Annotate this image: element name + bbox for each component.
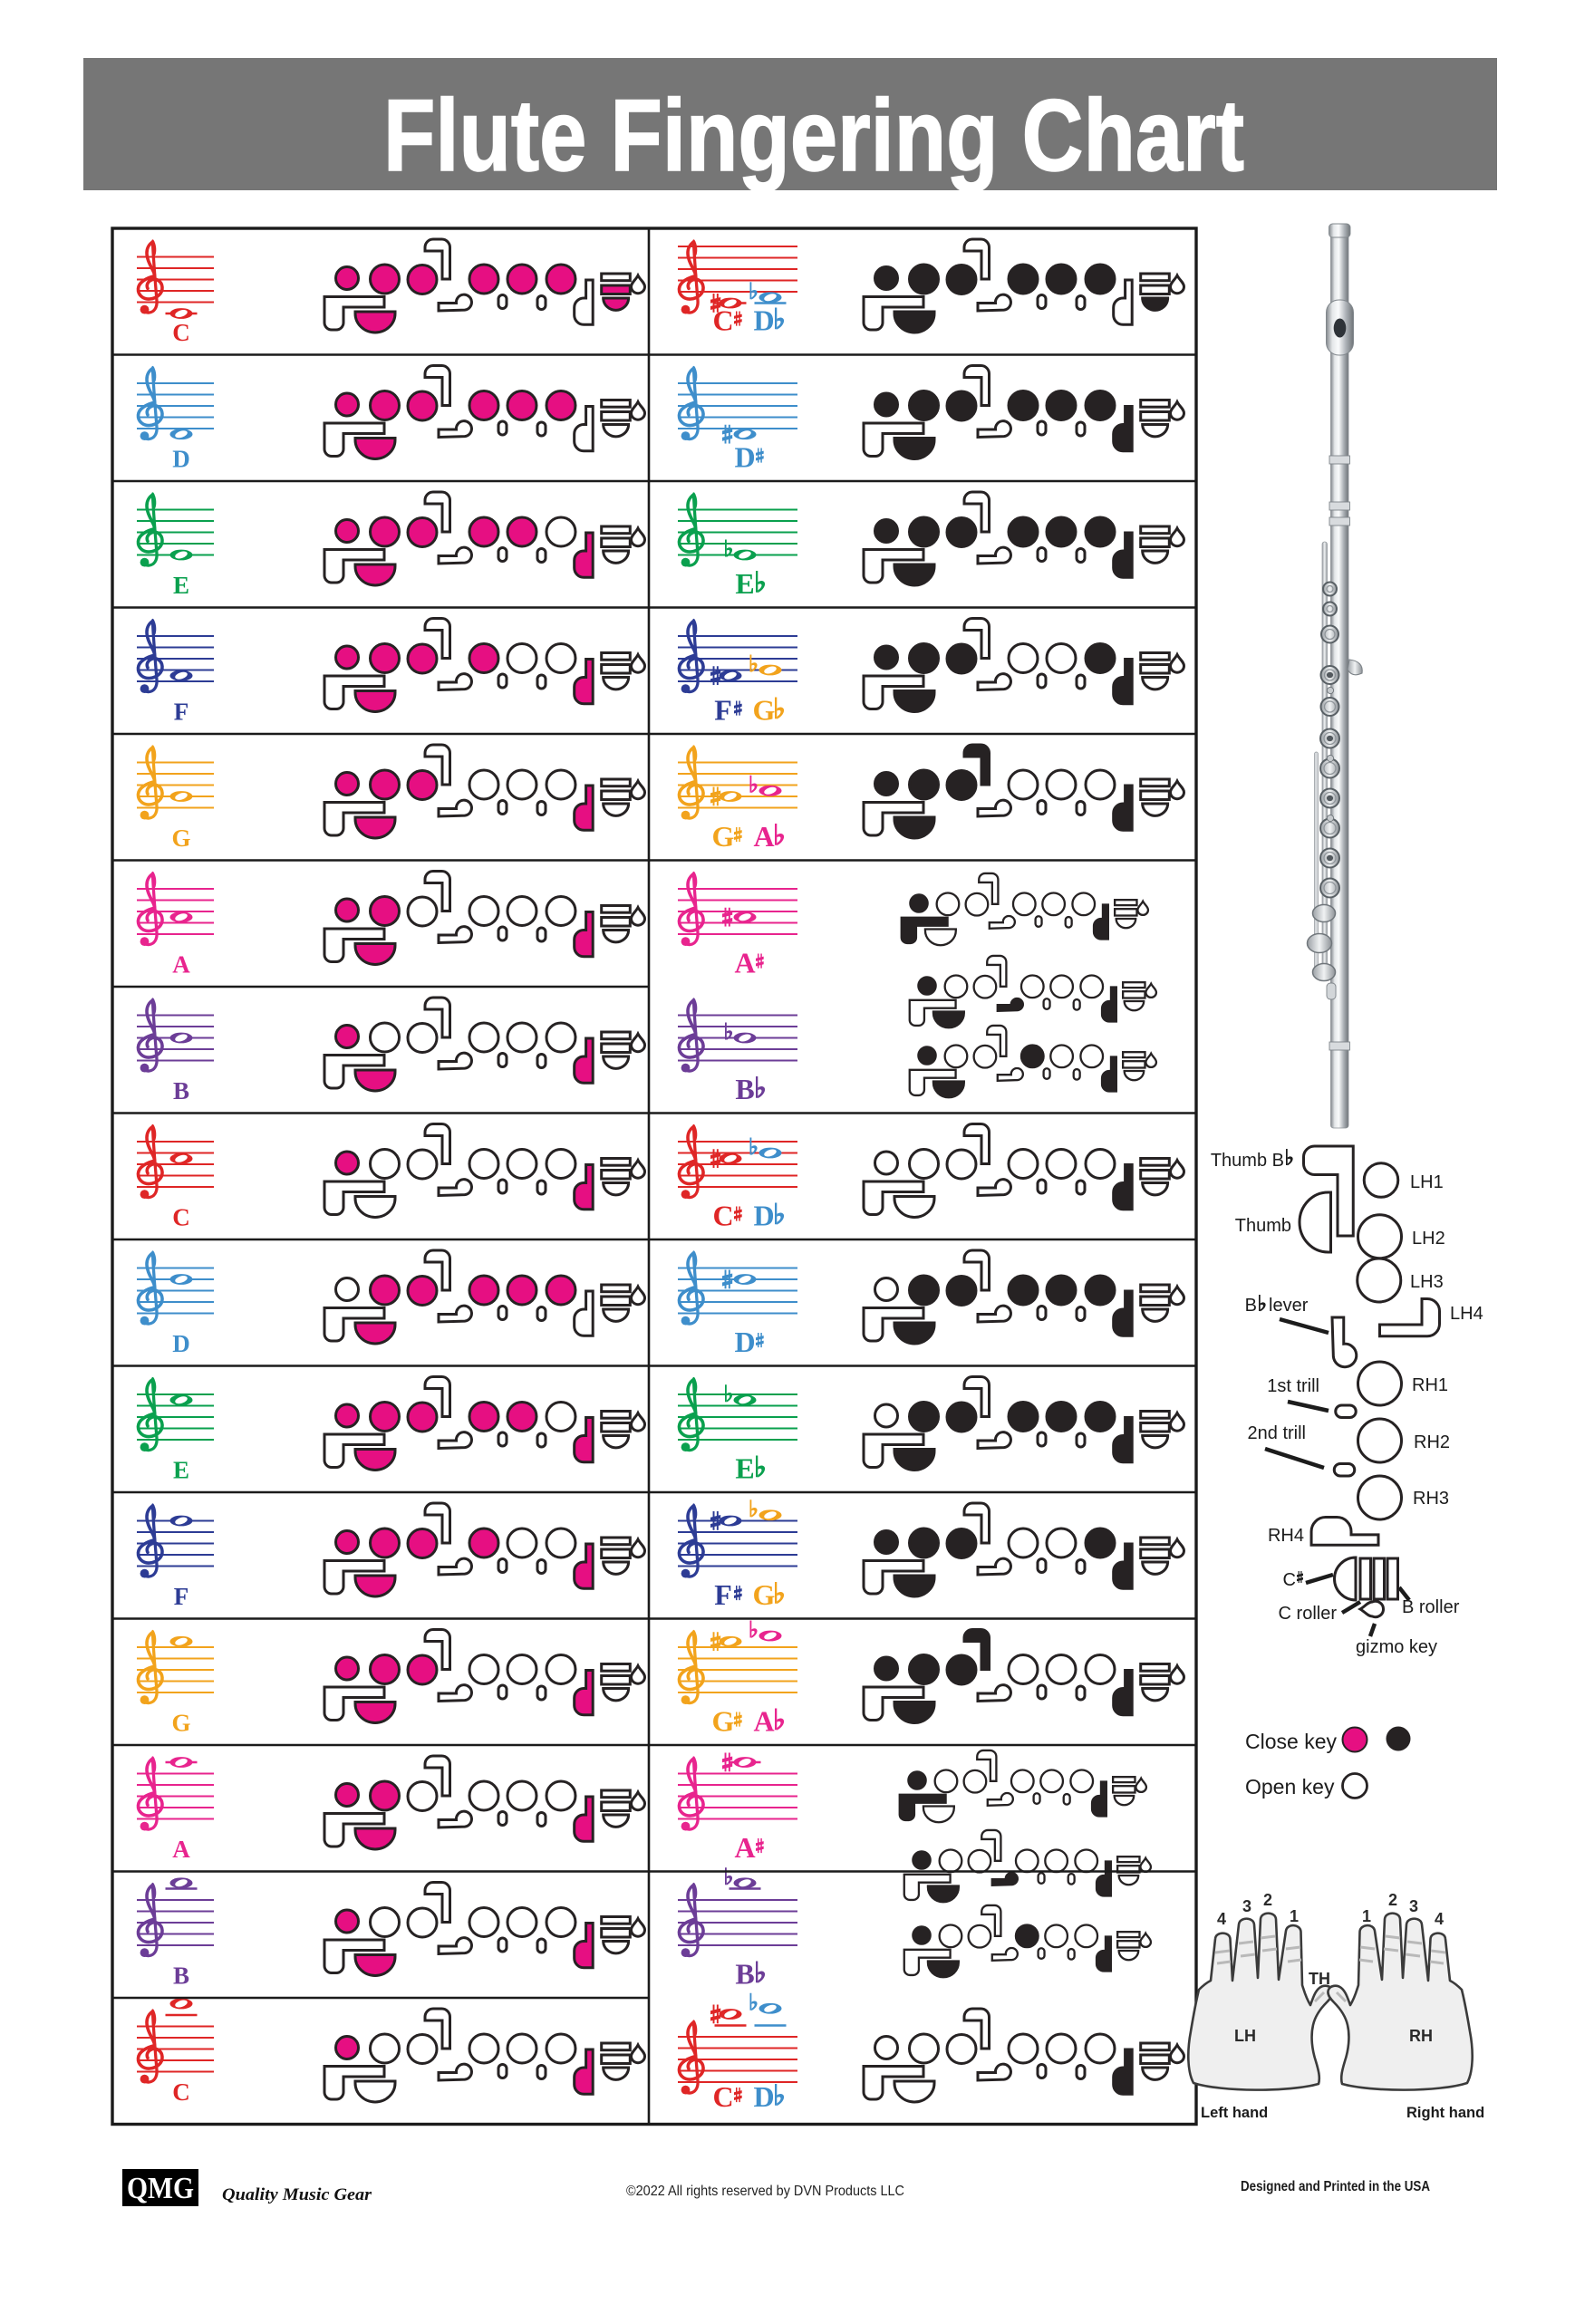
svg-text:©2022 All rights reserved by D: ©2022 All rights reserved by DVN Product… xyxy=(626,2184,904,2199)
svg-text:D: D xyxy=(753,1200,774,1232)
svg-text:Left hand: Left hand xyxy=(1201,2105,1268,2121)
svg-text:C roller: C roller xyxy=(1279,1604,1338,1624)
svg-text:lever: lever xyxy=(1269,1296,1309,1316)
svg-text:C: C xyxy=(172,1204,190,1231)
svg-text:G: G xyxy=(712,820,735,853)
svg-text:RH: RH xyxy=(1409,2027,1433,2045)
svg-text:3: 3 xyxy=(1409,1897,1418,1915)
svg-text:G: G xyxy=(712,1705,735,1738)
svg-text:LH: LH xyxy=(1234,2027,1256,2045)
svg-text:3: 3 xyxy=(1242,1897,1251,1915)
svg-text:LH4: LH4 xyxy=(1450,1304,1483,1324)
svg-text:RH3: RH3 xyxy=(1413,1489,1449,1509)
svg-text:C: C xyxy=(172,2078,190,2106)
svg-text:Open key: Open key xyxy=(1245,1775,1335,1798)
svg-text:B: B xyxy=(735,1958,754,1991)
svg-text:A: A xyxy=(172,951,190,979)
svg-text:1st trill: 1st trill xyxy=(1267,1376,1319,1396)
svg-text:Quality Music Gear: Quality Music Gear xyxy=(222,2185,372,2204)
svg-text:D: D xyxy=(753,304,774,337)
svg-text:G: G xyxy=(171,824,190,852)
svg-text:G: G xyxy=(171,1710,190,1737)
svg-text:D: D xyxy=(172,1330,190,1357)
svg-text:C: C xyxy=(712,2080,733,2113)
svg-text:E: E xyxy=(735,1452,754,1485)
svg-text:A: A xyxy=(734,1831,755,1864)
svg-text:D: D xyxy=(734,441,755,474)
svg-text:RH4: RH4 xyxy=(1268,1526,1304,1546)
svg-text:RH2: RH2 xyxy=(1414,1432,1450,1452)
svg-text:C: C xyxy=(712,1200,733,1232)
svg-text:B: B xyxy=(1245,1296,1257,1316)
svg-text:F: F xyxy=(714,694,732,727)
svg-text:G: G xyxy=(753,694,776,727)
svg-text:2: 2 xyxy=(1263,1891,1272,1909)
svg-text:gizmo key: gizmo key xyxy=(1356,1637,1437,1657)
svg-text:LH2: LH2 xyxy=(1412,1229,1445,1249)
svg-text:QMG: QMG xyxy=(127,2172,194,2205)
svg-text:LH3: LH3 xyxy=(1410,1272,1444,1292)
svg-text:Designed and Printed in the US: Designed and Printed in the USA xyxy=(1241,2179,1430,2194)
svg-text:E: E xyxy=(173,1457,189,1484)
svg-text:F: F xyxy=(174,699,189,726)
svg-text:Flute Fingering Chart: Flute Fingering Chart xyxy=(383,79,1244,192)
svg-text:4: 4 xyxy=(1217,1910,1226,1928)
svg-text:B: B xyxy=(173,1962,189,1990)
svg-text:C: C xyxy=(712,304,733,337)
svg-text:Thumb B: Thumb B xyxy=(1211,1151,1284,1171)
svg-text:B: B xyxy=(735,1073,754,1105)
svg-text:4: 4 xyxy=(1435,1910,1444,1928)
svg-text:D: D xyxy=(753,2080,774,2113)
svg-text:A: A xyxy=(172,1836,190,1863)
svg-text:B roller: B roller xyxy=(1402,1597,1460,1617)
svg-text:E: E xyxy=(173,572,189,599)
svg-text:TH: TH xyxy=(1309,1970,1330,1988)
svg-text:F: F xyxy=(714,1578,732,1611)
svg-text:C: C xyxy=(1283,1570,1296,1590)
svg-text:1: 1 xyxy=(1362,1907,1371,1925)
svg-text:G: G xyxy=(753,1578,776,1611)
svg-text:Close key: Close key xyxy=(1245,1730,1337,1753)
svg-text:LH1: LH1 xyxy=(1410,1172,1444,1192)
svg-text:Thumb: Thumb xyxy=(1235,1216,1291,1236)
svg-text:E: E xyxy=(735,567,754,600)
svg-text:Right hand: Right hand xyxy=(1406,2105,1484,2121)
svg-text:RH1: RH1 xyxy=(1412,1375,1448,1395)
svg-text:F: F xyxy=(174,1583,189,1610)
svg-text:A: A xyxy=(734,947,755,979)
svg-text:D: D xyxy=(172,446,190,473)
svg-text:2nd trill: 2nd trill xyxy=(1248,1423,1306,1443)
svg-text:D: D xyxy=(734,1326,755,1358)
svg-text:1: 1 xyxy=(1290,1907,1299,1925)
svg-text:B: B xyxy=(173,1077,189,1104)
svg-text:C: C xyxy=(172,319,190,346)
svg-text:A: A xyxy=(753,820,774,853)
svg-text:2: 2 xyxy=(1388,1891,1397,1909)
svg-text:A: A xyxy=(753,1705,774,1738)
